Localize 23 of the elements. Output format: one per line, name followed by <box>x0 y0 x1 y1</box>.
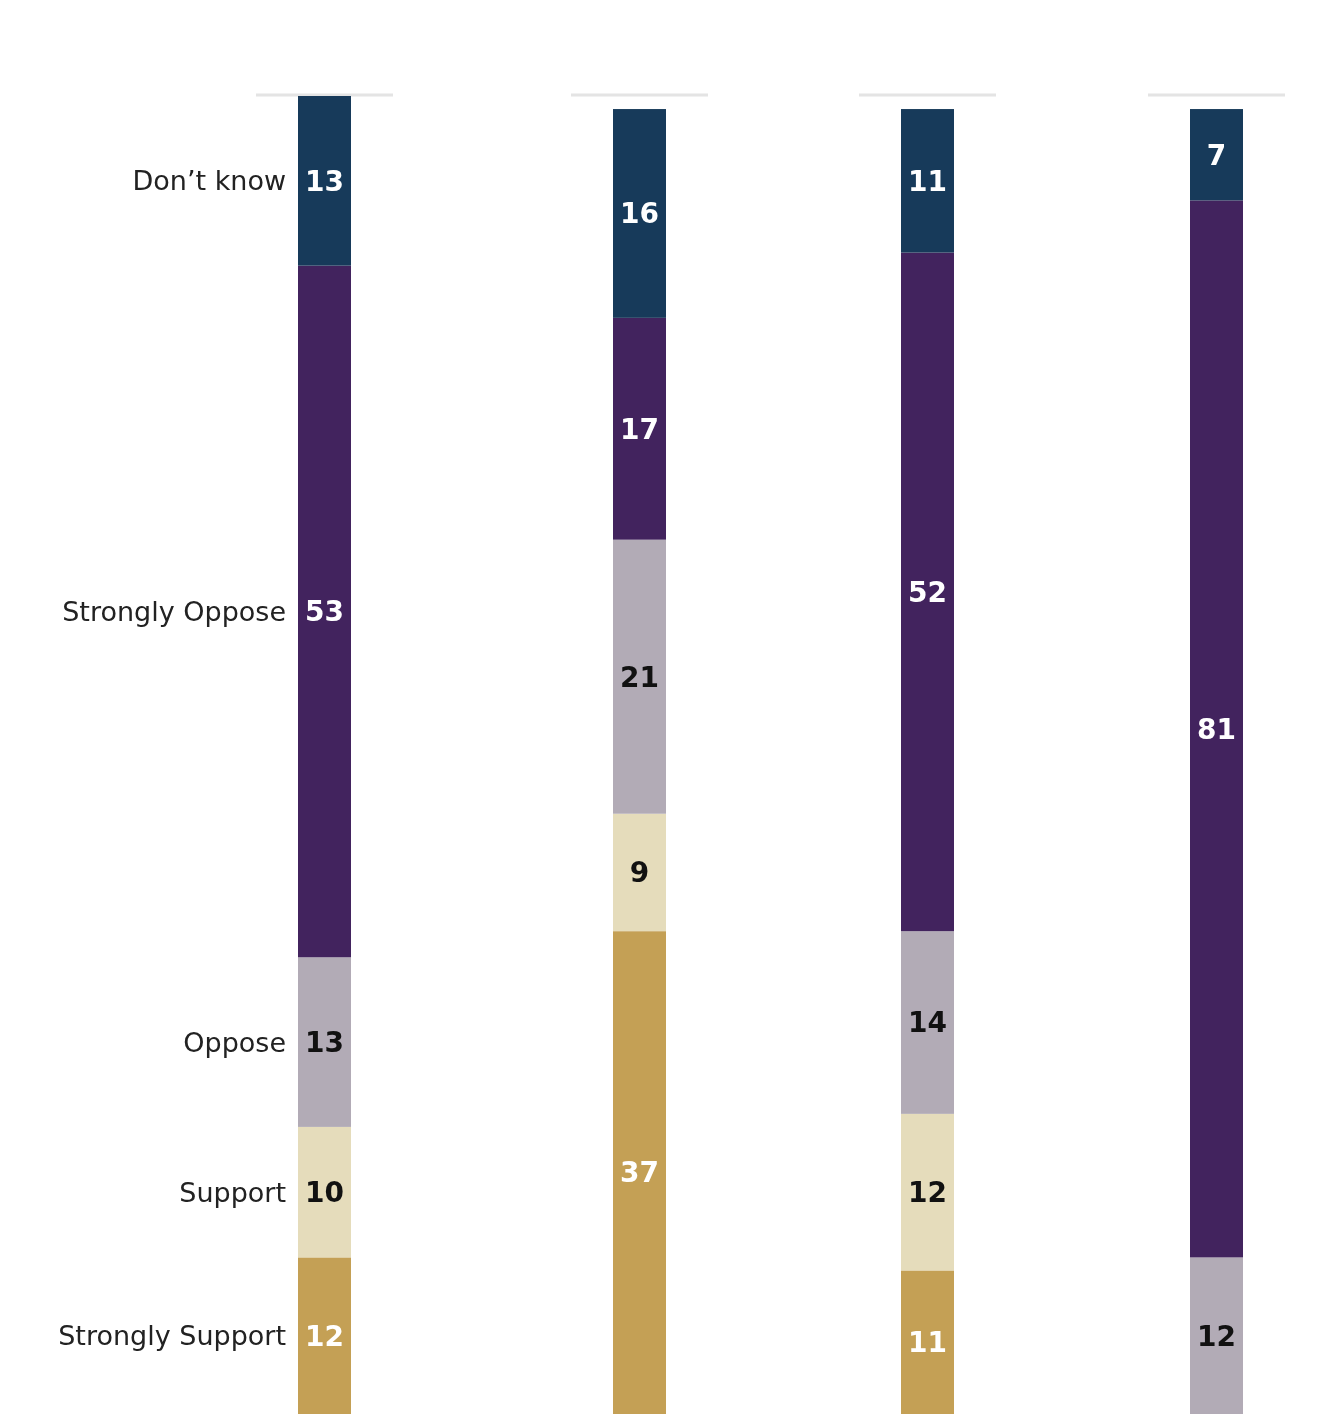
data-label: 52 <box>908 575 947 609</box>
data-label: 9 <box>629 856 650 890</box>
data-label: 53 <box>305 595 344 629</box>
data-label: 17 <box>620 412 659 446</box>
data-label: 81 <box>1197 712 1236 746</box>
data-label: 21 <box>620 660 659 694</box>
data-label: 13 <box>305 164 344 198</box>
data-label: 7 <box>1206 138 1227 172</box>
data-label: 12 <box>908 1175 947 1209</box>
data-label: 12 <box>305 1319 344 1353</box>
data-label: 37 <box>620 1156 659 1190</box>
series-label: Support <box>179 1176 286 1208</box>
series-label: Strongly Oppose <box>62 595 286 627</box>
data-label: 16 <box>620 197 659 231</box>
data-label: 12 <box>1197 1319 1236 1353</box>
data-label: 10 <box>305 1175 344 1209</box>
data-label: 14 <box>908 1006 947 1040</box>
data-label: 13 <box>305 1025 344 1059</box>
series-label: Strongly Support <box>58 1320 286 1352</box>
series-label: Don’t know <box>132 165 286 197</box>
series-label: Oppose <box>183 1026 286 1058</box>
data-label: 11 <box>908 1326 947 1360</box>
data-label: 11 <box>908 164 947 198</box>
